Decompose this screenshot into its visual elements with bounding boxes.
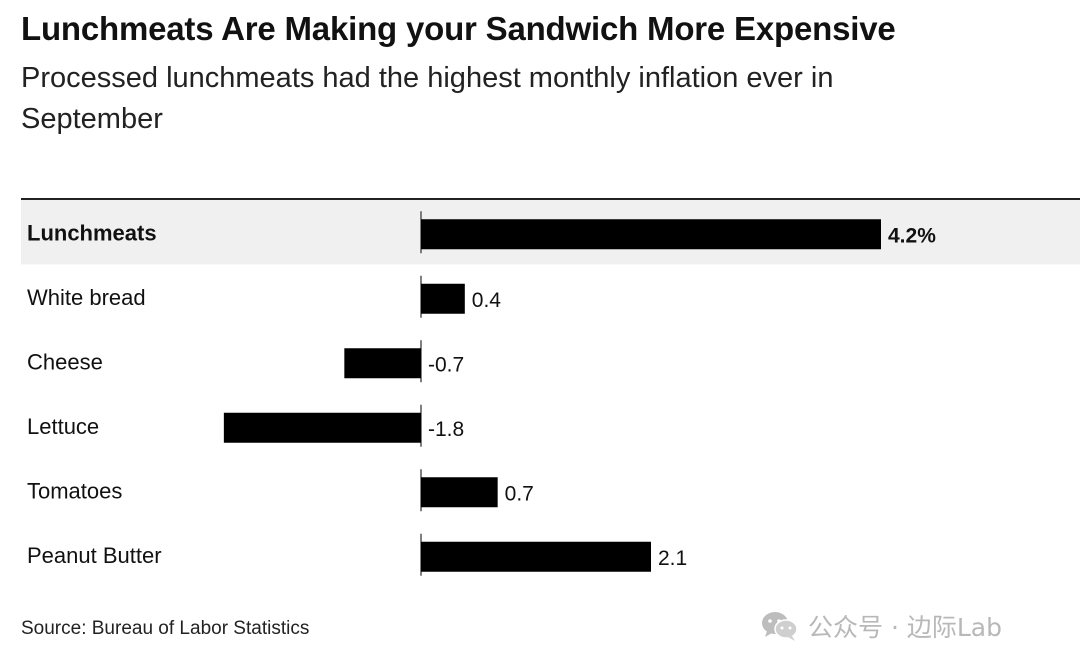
watermark: 公众号 · 边际Lab <box>760 608 1002 644</box>
data-label: 4.2% <box>888 224 936 247</box>
bar <box>421 477 498 508</box>
bar <box>344 348 421 379</box>
category-label: White bread <box>27 285 146 310</box>
data-label: 0.4 <box>472 289 502 312</box>
watermark-text: 公众号 · 边际Lab <box>808 613 1002 642</box>
data-label: -0.7 <box>428 353 464 376</box>
bar <box>421 541 651 572</box>
category-label: Cheese <box>27 349 103 374</box>
bar <box>421 283 465 314</box>
bar <box>421 219 881 250</box>
category-label: Lunchmeats <box>27 220 157 245</box>
data-label: -1.8 <box>428 418 464 441</box>
data-label: 2.1 <box>658 547 687 570</box>
top-rule <box>21 198 1080 200</box>
data-label: 0.7 <box>505 482 534 505</box>
category-label: Lettuce <box>27 414 99 439</box>
chart-title: Lunchmeats Are Making your Sandwich More… <box>21 10 896 47</box>
bar <box>223 412 421 443</box>
category-label: Tomatoes <box>27 478 122 503</box>
wechat-icon <box>762 612 798 641</box>
category-label: Peanut Butter <box>27 543 162 568</box>
chart-subtitle: Processed lunchmeats had the highest mon… <box>21 62 834 135</box>
source-note: Source: Bureau of Labor Statistics <box>21 618 310 639</box>
